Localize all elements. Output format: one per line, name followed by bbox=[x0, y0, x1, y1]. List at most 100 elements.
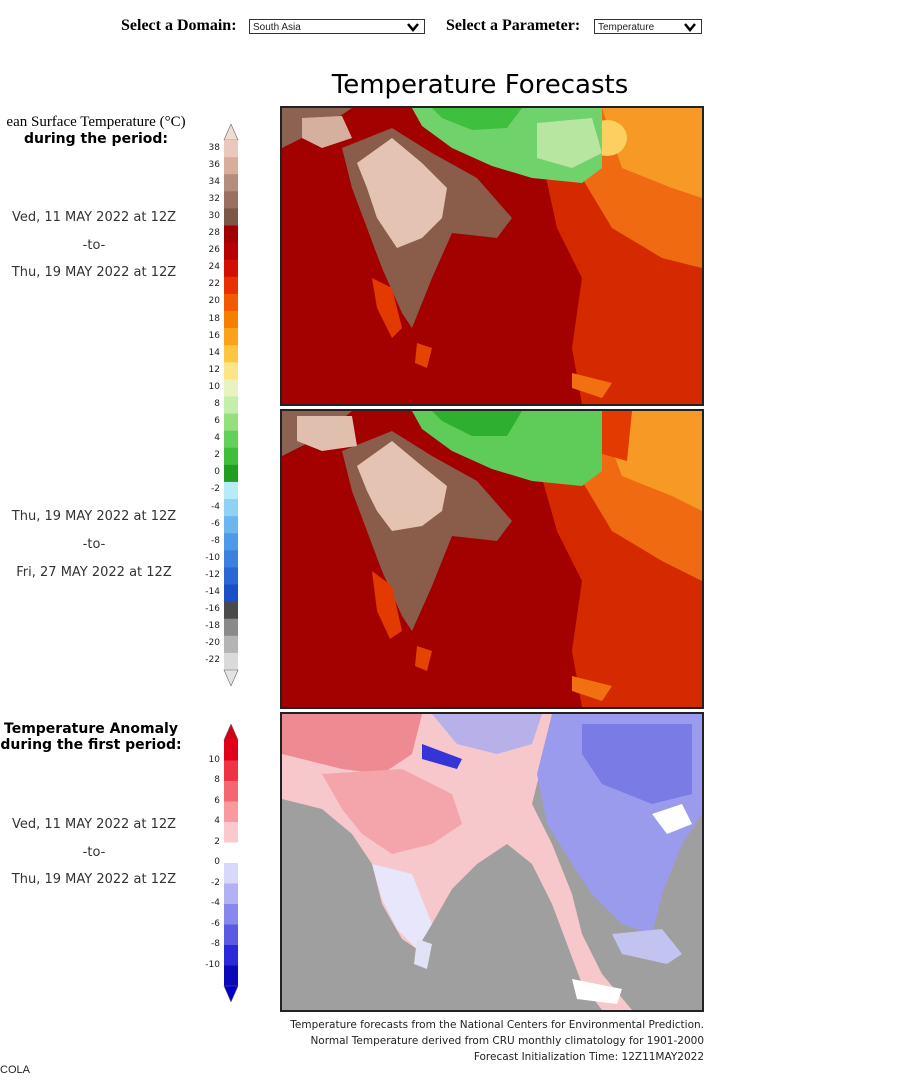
temperature-colorbar-tick: -12 bbox=[205, 569, 220, 580]
temperature-colorbar-segment bbox=[224, 379, 238, 397]
temperature-colorbar-segment bbox=[224, 242, 238, 261]
temperature-colorbar-segment bbox=[224, 652, 238, 671]
temperature-colorbar-tick: -18 bbox=[205, 621, 220, 632]
temperature-colorbar-tick: -2 bbox=[211, 484, 220, 495]
anomaly-colorbar-tick: -10 bbox=[205, 959, 220, 970]
footer-line3: Forecast Initialization Time: 12Z11MAY20… bbox=[473, 1051, 704, 1063]
temperature-colorbar-tick: -6 bbox=[211, 518, 220, 529]
temperature-colorbar-segment bbox=[224, 618, 238, 637]
temperature-colorbar-segment bbox=[224, 447, 238, 466]
period1-from: Ved, 11 MAY 2022 at 12Z bbox=[11, 210, 177, 225]
temperature-colorbar-tick: 0 bbox=[214, 467, 220, 478]
temperature-colorbar: 38 36 34 32 30 28 26 24 22 20 18 16 14 12 10 8 6 4 2 0 -2 -4-… bbox=[196, 123, 246, 687]
domain-select[interactable]: South Asia bbox=[249, 19, 425, 34]
anomaly-map bbox=[280, 712, 704, 1012]
temperature-colorbar-segment bbox=[224, 601, 238, 620]
temperature-colorbar-tick: -14 bbox=[205, 587, 220, 598]
temperature-colorbar-segment bbox=[224, 293, 238, 312]
temperature-colorbar-tick: 8 bbox=[214, 399, 220, 409]
temperature-colorbar-segment bbox=[224, 430, 238, 449]
parameter-label: Select a Parameter: bbox=[446, 17, 581, 34]
period1-sep: -to- bbox=[82, 238, 106, 253]
anomaly-title: Temperature Anomaly during the first per… bbox=[0, 721, 196, 753]
temperature-colorbar-bottom-arrow bbox=[223, 669, 239, 687]
temperature-variable-title: ean Surface Temperature (°C) during the … bbox=[0, 114, 202, 147]
temperature-colorbar-tick: 12 bbox=[208, 364, 220, 375]
temperature-colorbar-segment bbox=[224, 481, 238, 500]
temperature-colorbar-tick: 16 bbox=[208, 330, 220, 341]
controls-bar: Select a Domain: South Asia Select a Par… bbox=[0, 14, 904, 42]
temperature-colorbar-segment bbox=[224, 396, 238, 415]
anomaly-colorbar-tick: -8 bbox=[211, 939, 220, 949]
temperature-colorbar-segment bbox=[224, 225, 238, 244]
parameter-select-value: Temperature bbox=[598, 22, 655, 33]
anomaly-colorbar-segment bbox=[224, 883, 238, 905]
temperature-colorbar-segment bbox=[224, 499, 238, 517]
footer-line2: Normal Temperature derived from CRU mont… bbox=[310, 1035, 704, 1047]
temperature-colorbar-segment bbox=[224, 362, 238, 380]
anomaly-colorbar-tick: 6 bbox=[214, 795, 220, 806]
temperature-colorbar-segment bbox=[224, 533, 238, 551]
temperature-colorbar-tick: -22 bbox=[205, 655, 220, 666]
temperature-colorbar-tick: 30 bbox=[208, 210, 220, 221]
temperature-colorbar-segment bbox=[224, 550, 238, 568]
temperature-colorbar-segment bbox=[224, 157, 238, 175]
anomaly-colorbar-tick: 0 bbox=[214, 857, 220, 867]
anomaly-colorbar-segment bbox=[224, 781, 238, 802]
temperature-colorbar-tick: -10 bbox=[205, 552, 220, 563]
temperature-colorbar-segment bbox=[224, 328, 238, 346]
anomaly-colorbar-segment bbox=[224, 760, 238, 782]
anomaly-period-from: Ved, 11 MAY 2022 at 12Z bbox=[11, 817, 177, 832]
temperature-colorbar-segment bbox=[224, 345, 238, 363]
temperature-colorbar-tick: 10 bbox=[208, 381, 220, 392]
anomaly-colorbar-segment bbox=[224, 904, 238, 925]
temperature-colorbar-tick: 28 bbox=[208, 228, 220, 239]
temperature-colorbar-tick: -20 bbox=[205, 638, 220, 649]
temperature-colorbar-tick: -4 bbox=[211, 501, 220, 512]
temperature-colorbar-segment bbox=[224, 191, 238, 209]
anomaly-colorbar-tick: -2 bbox=[211, 877, 220, 888]
temperature-colorbar-segment bbox=[224, 208, 238, 226]
anomaly-colorbar-tick: 2 bbox=[214, 836, 220, 847]
temperature-colorbar-graphic bbox=[223, 123, 239, 687]
temperature-colorbar-segment bbox=[224, 140, 238, 158]
temperature-colorbar-segment bbox=[224, 310, 238, 329]
anomaly-colorbar-segment bbox=[224, 863, 238, 884]
temperature-colorbar-tick: 36 bbox=[208, 159, 220, 170]
period2-to: Fri, 27 MAY 2022 at 12Z bbox=[16, 565, 172, 580]
anomaly-title-line1: Temperature Anomaly bbox=[4, 721, 178, 737]
temperature-colorbar-segment bbox=[224, 276, 238, 295]
domain-label: Select a Domain: bbox=[121, 17, 237, 34]
credit-text: COLA bbox=[0, 1064, 30, 1076]
anomaly-colorbar-tick: -6 bbox=[211, 918, 220, 929]
temperature-colorbar-tick: 14 bbox=[208, 347, 220, 358]
period2-from: Thu, 19 MAY 2022 at 12Z bbox=[11, 509, 177, 524]
anomaly-colorbar-tick: 4 bbox=[214, 816, 220, 826]
anomaly-colorbar-graphic bbox=[223, 723, 239, 1003]
temperature-colorbar-segment bbox=[224, 567, 238, 586]
domain-select-value: South Asia bbox=[253, 22, 301, 33]
temperature-colorbar-tick: 26 bbox=[208, 245, 220, 256]
anomaly-colorbar: 10 8 6 4 2 0 -2 -4 -6 -8 -10 bbox=[196, 723, 246, 1003]
anomaly-colorbar-segment bbox=[224, 740, 238, 761]
temperature-colorbar-tick: 24 bbox=[208, 262, 220, 273]
anomaly-colorbar-segment bbox=[224, 924, 238, 946]
anomaly-colorbar-segment bbox=[224, 965, 238, 987]
temperature-variable-title-line1: ean Surface Temperature (°C) bbox=[6, 114, 186, 130]
anomaly-colorbar-bottom-arrow bbox=[223, 985, 239, 1003]
temperature-map-period2 bbox=[280, 409, 704, 709]
temperature-colorbar-tick: 20 bbox=[208, 296, 220, 307]
footer-line1: Temperature forecasts from the National … bbox=[290, 1019, 704, 1031]
temperature-colorbar-tick: 38 bbox=[208, 142, 220, 153]
temperature-colorbar-segment bbox=[224, 516, 238, 534]
chevron-down-icon bbox=[684, 23, 696, 32]
temperature-colorbar-tick: -16 bbox=[205, 604, 220, 615]
anomaly-colorbar-segment bbox=[224, 801, 238, 823]
temperature-map-period1 bbox=[280, 106, 704, 406]
anomaly-colorbar-tick: 8 bbox=[214, 775, 220, 785]
parameter-select[interactable]: Temperature bbox=[594, 19, 702, 34]
period2-sep: -to- bbox=[82, 537, 106, 552]
temperature-colorbar-segment bbox=[224, 584, 238, 603]
temperature-colorbar-tick: 34 bbox=[208, 176, 220, 187]
temperature-colorbar-tick: 18 bbox=[208, 313, 220, 324]
